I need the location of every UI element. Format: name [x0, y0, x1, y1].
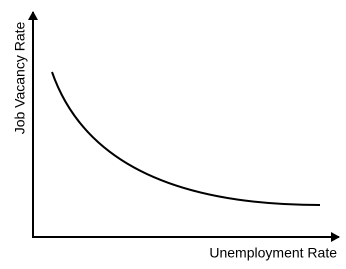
x-axis-label: Unemployment Rate	[209, 245, 337, 261]
beveridge-curve	[51, 71, 321, 206]
y-axis-label: Job Vacancy Rate	[12, 22, 28, 135]
